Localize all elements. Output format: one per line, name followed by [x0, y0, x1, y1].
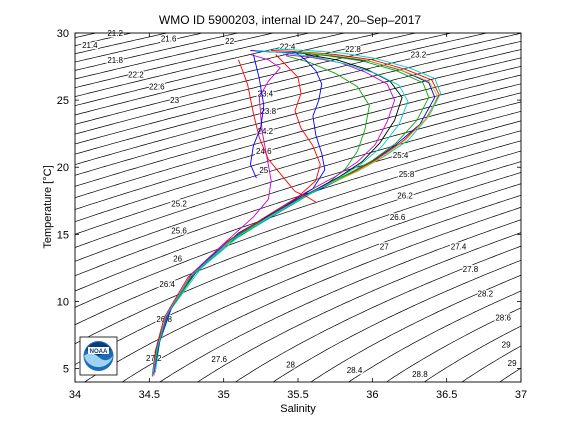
- x-tick-label: 34.5: [139, 389, 160, 401]
- isopycnal-label: 23: [170, 96, 179, 105]
- x-tick-label: 35.5: [287, 389, 308, 401]
- x-axis: 34 34.5 35 35.5 36 36.5 37: [69, 33, 527, 401]
- isopycnal-label: 22.6: [149, 83, 165, 92]
- isopycnal-label: 21.6: [161, 34, 177, 43]
- isopycnal-line-43: [499, 367, 521, 382]
- x-tick-label: 35: [218, 389, 230, 401]
- isopycnal-label: 22: [225, 37, 234, 46]
- x-tick-label: 37: [515, 389, 527, 401]
- isopycnal-line-7: [75, 33, 238, 71]
- y-axis-label: Temperature [°C]: [42, 165, 54, 248]
- isopycnal-line-18: [75, 57, 521, 176]
- isopycnal-label: 22.2: [128, 71, 144, 80]
- isopycnal-label: 26.2: [397, 191, 413, 200]
- isopycnal-label: 25: [259, 166, 268, 175]
- y-tick-label: 10: [57, 296, 69, 308]
- isopycnal-label: 28.4: [347, 366, 363, 375]
- isopycnal-line-29: [75, 161, 521, 326]
- isopycnal-line-32: [84, 194, 521, 382]
- isopycnal-label: 27.4: [451, 242, 467, 251]
- profile-line-10: [153, 51, 430, 374]
- isopycnal-label: 23.4: [258, 89, 274, 98]
- isopycnal-label: 22.4: [280, 42, 296, 51]
- isopycnal-line-9: [75, 33, 309, 89]
- isopycnal-label: 23.8: [260, 107, 276, 116]
- isopycnal-label: 25.6: [171, 226, 187, 235]
- isopycnal-label: 21.2: [107, 29, 123, 38]
- isopycnal-label: 28.8: [412, 370, 428, 379]
- y-tick-label: 30: [57, 28, 69, 40]
- isopycnal-line-39: [348, 290, 521, 382]
- isopycnal-line-8: [75, 33, 274, 80]
- isopycnal-line-19: [75, 66, 521, 187]
- isopycnal-line-13: [75, 33, 452, 125]
- profile-line-9: [151, 54, 321, 377]
- isopycnal-line-42: [461, 345, 521, 382]
- profile-line-14: [249, 54, 265, 179]
- isopycnal-line-10: [75, 33, 345, 97]
- isopycnal-line-4: [75, 33, 132, 46]
- isopycnal-line-16: [75, 40, 521, 155]
- isopycnal-label: 28.2: [478, 289, 494, 298]
- isopycnal-line-36: [235, 245, 521, 382]
- isopycnal-label: 29: [502, 340, 511, 349]
- isopycnal-label: 27.8: [463, 265, 479, 274]
- svg-text:NOAA: NOAA: [90, 349, 108, 355]
- isopycnal-line-37: [273, 259, 521, 382]
- isopycnal-label: 29: [508, 359, 517, 368]
- x-tick-label: 36: [366, 389, 378, 401]
- isopycnal-label: 25.4: [393, 151, 409, 160]
- isopycnal-label: 24.2: [258, 127, 274, 136]
- isopycnal-label: 28.6: [495, 314, 511, 323]
- isopycnal-label: 26: [173, 255, 182, 264]
- isopycnal-line-3: [75, 33, 96, 38]
- isopycnal-line-6: [75, 33, 203, 63]
- isopycnal-line-24: [75, 110, 521, 248]
- plot-area: [75, 33, 521, 382]
- isopycnal-contours: [75, 33, 521, 382]
- isopycnal-label: 27: [380, 242, 389, 251]
- chart-title: WMO ID 5900203, internal ID 247, 20–Sep–…: [159, 13, 421, 27]
- isopycnal-label: 28: [286, 361, 295, 370]
- isopycnal-line-5: [75, 33, 167, 55]
- isopycnal-label: 21.8: [107, 56, 123, 65]
- isopycnal-label: 22.8: [345, 45, 361, 54]
- isopycnal-line-17: [75, 49, 521, 165]
- isopycnal-line-21: [75, 83, 521, 210]
- isopycnal-line-23: [75, 101, 521, 235]
- profile-series: [151, 48, 442, 377]
- isopycnal-label: 24.6: [256, 147, 272, 156]
- x-tick-label: 36.5: [436, 389, 457, 401]
- profile-line-4: [154, 48, 442, 373]
- profile-line-13: [238, 59, 317, 203]
- isopycnal-label: 25.8: [399, 170, 415, 179]
- profile-line-12: [151, 50, 409, 376]
- x-tick-label: 34: [69, 389, 81, 401]
- isopycnal-label: 26.4: [159, 280, 175, 289]
- isopycnal-label: 23.2: [411, 50, 427, 59]
- y-tick-label: 25: [57, 95, 69, 107]
- isopycnal-line-38: [310, 274, 521, 382]
- y-tick-label: 20: [57, 162, 69, 174]
- isopycnal-line-30: [75, 172, 521, 345]
- x-axis-label: Salinity: [280, 403, 316, 415]
- isopycnal-line-35: [197, 232, 521, 382]
- y-tick-label: 5: [63, 364, 69, 376]
- isopycnal-label: 21.4: [82, 41, 98, 50]
- noaa-logo-icon: NOAA: [79, 336, 118, 376]
- isopycnal-line-11: [75, 33, 380, 107]
- y-axis: 5 10 15 20 25 30: [57, 28, 521, 376]
- y-tick-label: 15: [57, 229, 69, 241]
- isopycnal-label: 25.2: [171, 199, 187, 208]
- isopycnal-label: 27.6: [211, 355, 227, 364]
- isopycnal-label: 26.6: [390, 213, 406, 222]
